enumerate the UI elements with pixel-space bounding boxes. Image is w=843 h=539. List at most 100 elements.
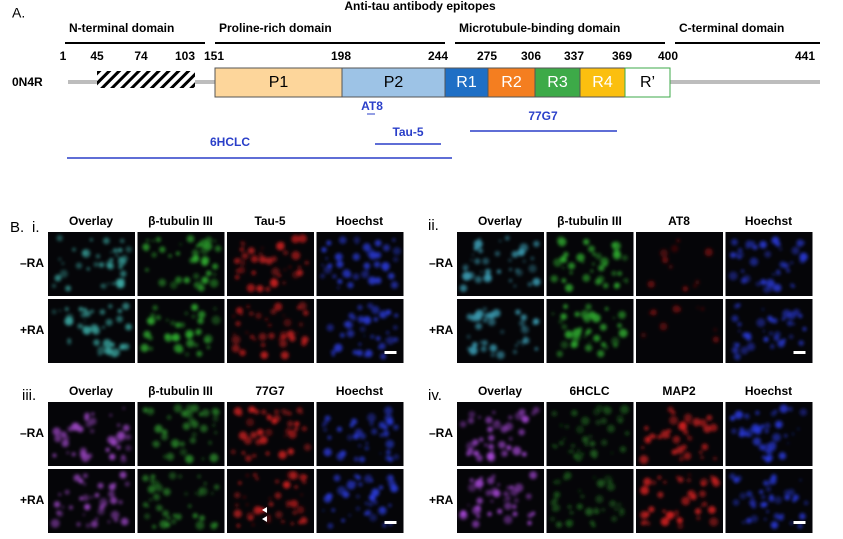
cell <box>497 483 500 486</box>
cell <box>624 278 628 282</box>
cell <box>729 473 736 480</box>
cell <box>561 324 568 330</box>
cell <box>214 245 222 252</box>
cell <box>471 341 478 348</box>
cell <box>382 244 391 252</box>
cell <box>185 352 190 357</box>
cell <box>107 282 110 285</box>
cell <box>768 331 774 336</box>
cell <box>94 492 100 498</box>
cell <box>203 334 213 344</box>
cell <box>153 493 161 501</box>
cell <box>337 286 340 290</box>
cell <box>732 499 740 506</box>
cell <box>191 303 199 311</box>
cell <box>239 247 245 252</box>
cell <box>368 251 378 260</box>
cell <box>102 339 112 348</box>
cell <box>296 407 303 414</box>
region-label: R4 <box>592 74 613 91</box>
cell <box>343 321 350 328</box>
cell <box>738 431 745 438</box>
cell <box>561 278 567 283</box>
cell <box>302 479 307 484</box>
cell <box>157 505 164 512</box>
cell <box>687 435 690 439</box>
cell <box>173 343 183 353</box>
cell <box>108 304 113 309</box>
cell <box>766 454 774 462</box>
cell <box>592 454 597 459</box>
cell <box>201 276 209 284</box>
cell <box>559 440 564 446</box>
micrograph <box>725 402 813 466</box>
cell <box>590 269 594 273</box>
cell <box>580 416 590 426</box>
cell <box>385 455 391 461</box>
cell <box>170 320 176 326</box>
cell <box>745 240 754 249</box>
row-label: +RA <box>429 323 454 337</box>
cell <box>119 270 127 278</box>
cell <box>591 523 596 528</box>
cell <box>280 241 285 245</box>
cell <box>477 316 482 321</box>
cell <box>71 452 76 457</box>
cell <box>489 344 498 352</box>
position-label: 74 <box>134 49 148 63</box>
cell <box>303 310 309 316</box>
position-label: 306 <box>521 49 541 63</box>
cell <box>241 252 249 260</box>
cell <box>761 308 765 311</box>
cell <box>588 340 591 343</box>
cell <box>491 474 496 479</box>
cell <box>286 330 295 339</box>
cell <box>285 500 292 507</box>
cell <box>342 269 351 278</box>
cell <box>611 515 618 522</box>
cell <box>486 452 495 461</box>
cell <box>570 449 574 454</box>
cell <box>275 479 280 484</box>
cell <box>195 328 202 335</box>
cell <box>359 456 366 463</box>
cell <box>379 310 388 319</box>
cell <box>783 489 790 496</box>
cell <box>482 257 490 265</box>
cell <box>381 261 390 271</box>
cell <box>503 499 506 502</box>
cell <box>601 508 606 512</box>
cell <box>246 473 249 477</box>
cell <box>258 252 264 257</box>
cell <box>789 521 794 526</box>
cell <box>512 511 518 517</box>
cell <box>676 238 680 243</box>
cell <box>114 518 119 523</box>
position-label: 198 <box>331 49 351 63</box>
cell <box>500 450 508 457</box>
cell <box>798 313 803 318</box>
cell <box>707 505 716 514</box>
cell <box>389 475 394 480</box>
cell <box>696 516 701 521</box>
cell-signal <box>466 307 540 360</box>
cell <box>267 514 271 519</box>
cell <box>175 322 181 328</box>
cell <box>373 261 381 268</box>
cell <box>742 429 747 434</box>
cell-signal <box>142 404 220 464</box>
cell <box>487 318 496 326</box>
cell <box>363 334 366 337</box>
cell <box>182 422 191 431</box>
cell <box>692 418 701 427</box>
cell <box>246 283 256 293</box>
cell <box>563 251 569 258</box>
cell <box>663 480 667 484</box>
column-header: 77G7 <box>255 384 285 398</box>
cell <box>731 346 739 354</box>
cell <box>733 353 741 361</box>
cell <box>191 431 197 438</box>
cell-signal <box>320 236 401 290</box>
cell <box>336 260 344 268</box>
cell <box>572 328 582 337</box>
